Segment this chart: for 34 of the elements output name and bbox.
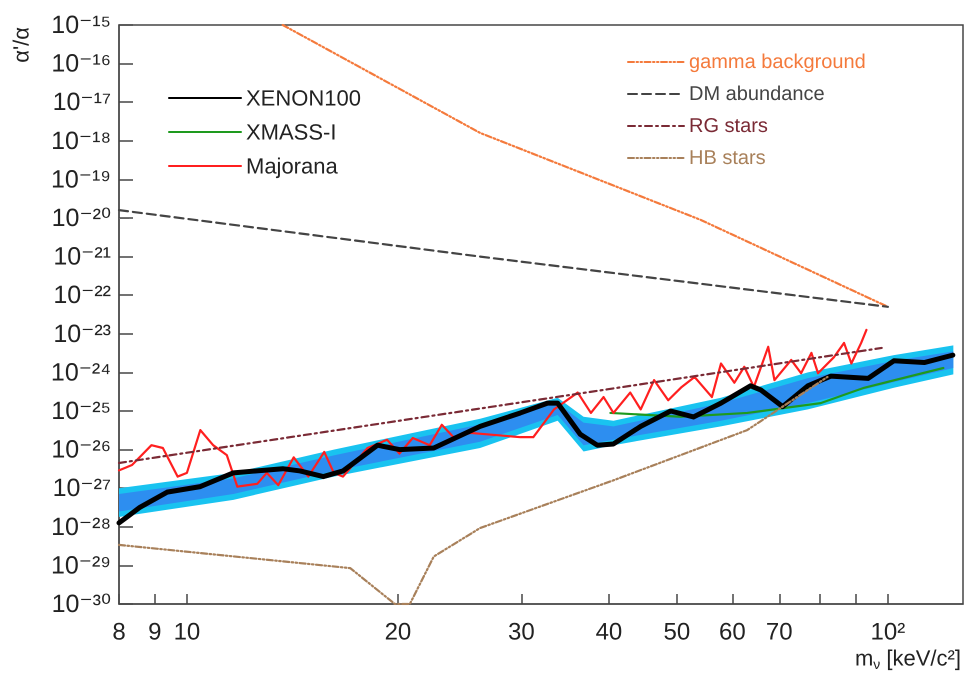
legend-label: DM abundance bbox=[689, 83, 825, 105]
y-tick-label: 10⁻³⁰ bbox=[52, 590, 111, 618]
x-tick-label: 60 bbox=[719, 618, 746, 646]
x-tick-label: 20 bbox=[384, 618, 412, 646]
legend-label: XMASS-I bbox=[246, 120, 336, 144]
y-tick-label: 10⁻¹⁸ bbox=[51, 126, 111, 155]
x-tick-label: 10² bbox=[870, 618, 906, 646]
legend-label: XENON100 bbox=[246, 86, 361, 110]
x-tick-label: 40 bbox=[596, 618, 622, 646]
y-tick-label: 10⁻²⁰ bbox=[52, 204, 111, 232]
legend-label: RG stars bbox=[689, 115, 768, 137]
y-tick-label: 10⁻²⁶ bbox=[51, 436, 111, 464]
y-tick-label: 10⁻²⁷ bbox=[52, 474, 111, 502]
x-tick-label: 10 bbox=[174, 618, 200, 646]
legend-label: Majorana bbox=[246, 154, 338, 178]
y-tick-label: 10⁻¹⁹ bbox=[50, 165, 111, 194]
y-tick-label: 10⁻¹⁵ bbox=[51, 11, 111, 39]
y-tick-label: 10⁻²⁹ bbox=[50, 551, 111, 580]
x-tick-label: 50 bbox=[664, 618, 690, 646]
y-tick-label: 10⁻¹⁶ bbox=[51, 50, 111, 78]
y-tick-label: 10⁻²² bbox=[53, 281, 111, 310]
x-tick-label: 70 bbox=[766, 618, 793, 646]
y-tick-label: 10⁻²¹ bbox=[53, 242, 111, 271]
y-axis-title: α'/α bbox=[8, 26, 34, 63]
x-tick-label: 8 bbox=[112, 618, 126, 646]
y-tick-label: 10⁻²⁸ bbox=[51, 512, 111, 541]
legend-label: HB stars bbox=[689, 147, 766, 169]
legend-label: gamma background bbox=[689, 51, 866, 73]
y-tick-label: 10⁻¹⁷ bbox=[52, 88, 111, 116]
x-tick-label: 30 bbox=[508, 618, 535, 646]
x-tick-label: 9 bbox=[148, 618, 162, 646]
y-tick-label: 10⁻²³ bbox=[53, 320, 111, 348]
y-tick-label: 10⁻²⁴ bbox=[50, 358, 111, 386]
y-tick-label: 10⁻²⁵ bbox=[51, 397, 111, 425]
